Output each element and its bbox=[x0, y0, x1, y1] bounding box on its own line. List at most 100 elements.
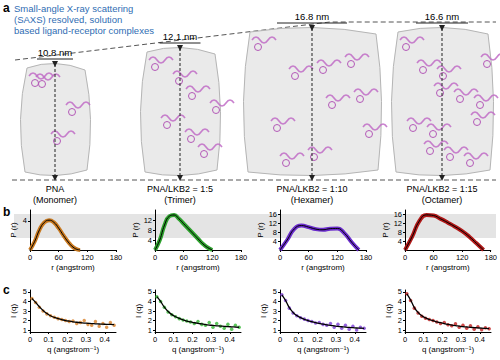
svg-text:3: 3 bbox=[398, 307, 402, 316]
svg-text:12: 12 bbox=[144, 216, 152, 225]
svg-text:3: 3 bbox=[23, 307, 27, 316]
svg-text:(Hexamer): (Hexamer) bbox=[291, 195, 334, 205]
svg-text:0.2: 0.2 bbox=[312, 335, 322, 344]
svg-text:0: 0 bbox=[153, 253, 157, 262]
svg-text:P (r): P (r) bbox=[131, 222, 140, 238]
svg-text:2: 2 bbox=[23, 316, 27, 325]
svg-text:q (angstrom⁻¹): q (angstrom⁻¹) bbox=[422, 345, 475, 354]
svg-text:PNA/LKB2 = 1:10: PNA/LKB2 = 1:10 bbox=[277, 184, 348, 194]
svg-text:2: 2 bbox=[273, 316, 277, 325]
svg-text:PNA/LKB2 = 1:15: PNA/LKB2 = 1:15 bbox=[407, 184, 478, 194]
svg-text:r (angstrom): r (angstrom) bbox=[301, 263, 345, 272]
svg-text:0: 0 bbox=[403, 253, 407, 262]
svg-text:120: 120 bbox=[81, 253, 94, 262]
svg-text:12: 12 bbox=[269, 219, 277, 228]
svg-text:8: 8 bbox=[273, 228, 277, 237]
svg-text:180: 180 bbox=[484, 253, 497, 262]
svg-text:60: 60 bbox=[304, 253, 312, 262]
svg-text:r (angstrom): r (angstrom) bbox=[51, 263, 95, 272]
svg-text:120: 120 bbox=[331, 253, 344, 262]
svg-text:I (q): I (q) bbox=[384, 304, 393, 319]
svg-text:0: 0 bbox=[28, 253, 32, 262]
svg-text:4: 4 bbox=[23, 216, 27, 225]
svg-text:4: 4 bbox=[23, 297, 27, 306]
svg-text:16.8 nm: 16.8 nm bbox=[295, 11, 329, 22]
svg-text:4: 4 bbox=[273, 297, 277, 306]
svg-text:0.3: 0.3 bbox=[206, 335, 216, 344]
svg-text:q (angstrom⁻¹): q (angstrom⁻¹) bbox=[172, 345, 225, 354]
svg-text:1: 1 bbox=[398, 326, 402, 335]
svg-text:P (r): P (r) bbox=[9, 222, 18, 238]
svg-text:r (angstrom): r (angstrom) bbox=[426, 263, 470, 272]
svg-text:60: 60 bbox=[429, 253, 437, 262]
svg-text:PNA/LKB2 = 1:5: PNA/LKB2 = 1:5 bbox=[147, 184, 213, 194]
svg-text:0.3: 0.3 bbox=[81, 335, 91, 344]
svg-text:1: 1 bbox=[148, 326, 152, 335]
svg-text:60: 60 bbox=[54, 253, 62, 262]
svg-text:0.3: 0.3 bbox=[456, 335, 466, 344]
svg-text:5: 5 bbox=[398, 287, 402, 296]
svg-text:0.1: 0.1 bbox=[43, 335, 53, 344]
svg-text:8: 8 bbox=[148, 226, 152, 235]
svg-text:(Trimer): (Trimer) bbox=[164, 195, 196, 205]
svg-text:0.1: 0.1 bbox=[293, 335, 303, 344]
svg-text:180: 180 bbox=[360, 253, 373, 262]
svg-text:5: 5 bbox=[148, 287, 152, 296]
svg-text:c: c bbox=[3, 283, 10, 297]
svg-text:0: 0 bbox=[278, 335, 282, 344]
svg-text:PNA: PNA bbox=[46, 184, 65, 194]
svg-text:P (r): P (r) bbox=[381, 222, 390, 238]
svg-text:0: 0 bbox=[403, 335, 407, 344]
svg-text:16.6 nm: 16.6 nm bbox=[425, 11, 459, 22]
svg-text:60: 60 bbox=[179, 253, 187, 262]
svg-text:(Octamer): (Octamer) bbox=[422, 195, 463, 205]
svg-text:180: 180 bbox=[235, 253, 248, 262]
svg-text:3: 3 bbox=[148, 307, 152, 316]
svg-text:based ligand-receptor complexe: based ligand-receptor complexes bbox=[14, 25, 154, 36]
svg-text:0: 0 bbox=[278, 253, 282, 262]
svg-text:4: 4 bbox=[398, 297, 402, 306]
svg-text:(Monomer): (Monomer) bbox=[33, 195, 77, 205]
svg-text:12.1 nm: 12.1 nm bbox=[163, 31, 197, 42]
svg-text:0.4: 0.4 bbox=[100, 335, 110, 344]
svg-text:0.3: 0.3 bbox=[331, 335, 341, 344]
svg-text:0.4: 0.4 bbox=[225, 335, 235, 344]
svg-text:0: 0 bbox=[28, 335, 32, 344]
svg-text:q (angstrom⁻¹): q (angstrom⁻¹) bbox=[47, 345, 100, 354]
svg-text:I (q): I (q) bbox=[134, 304, 143, 319]
svg-text:4: 4 bbox=[273, 237, 277, 246]
svg-text:P (r): P (r) bbox=[256, 222, 265, 238]
svg-text:4: 4 bbox=[148, 297, 152, 306]
svg-text:0.2: 0.2 bbox=[187, 335, 197, 344]
svg-text:1: 1 bbox=[23, 326, 27, 335]
svg-text:r (angstrom): r (angstrom) bbox=[176, 263, 220, 272]
svg-text:I (q): I (q) bbox=[9, 304, 18, 319]
svg-text:0.4: 0.4 bbox=[350, 335, 360, 344]
svg-text:180: 180 bbox=[110, 253, 123, 262]
svg-text:120: 120 bbox=[206, 253, 219, 262]
svg-text:8: 8 bbox=[398, 228, 402, 237]
svg-text:16: 16 bbox=[269, 210, 277, 219]
svg-text:4: 4 bbox=[148, 236, 152, 245]
svg-text:2: 2 bbox=[398, 316, 402, 325]
svg-text:Small-angle X-ray scattering: Small-angle X-ray scattering bbox=[14, 3, 133, 14]
svg-text:(SAXS) resolved, solution: (SAXS) resolved, solution bbox=[14, 14, 122, 25]
svg-text:0: 0 bbox=[153, 335, 157, 344]
svg-text:0.2: 0.2 bbox=[62, 335, 72, 344]
svg-text:q (angstrom⁻¹): q (angstrom⁻¹) bbox=[297, 345, 350, 354]
svg-text:0.4: 0.4 bbox=[475, 335, 485, 344]
svg-text:12: 12 bbox=[394, 219, 402, 228]
svg-text:10.8 nm: 10.8 nm bbox=[38, 47, 72, 58]
svg-text:0.1: 0.1 bbox=[168, 335, 178, 344]
svg-text:a: a bbox=[3, 1, 10, 15]
svg-text:2: 2 bbox=[148, 316, 152, 325]
svg-text:3: 3 bbox=[273, 307, 277, 316]
svg-text:16: 16 bbox=[394, 210, 402, 219]
svg-text:0.2: 0.2 bbox=[437, 335, 447, 344]
svg-text:0.1: 0.1 bbox=[418, 335, 428, 344]
svg-text:4: 4 bbox=[398, 237, 402, 246]
svg-text:I (q): I (q) bbox=[259, 304, 268, 319]
svg-text:120: 120 bbox=[456, 253, 469, 262]
svg-text:5: 5 bbox=[23, 287, 27, 296]
svg-text:1: 1 bbox=[273, 326, 277, 335]
